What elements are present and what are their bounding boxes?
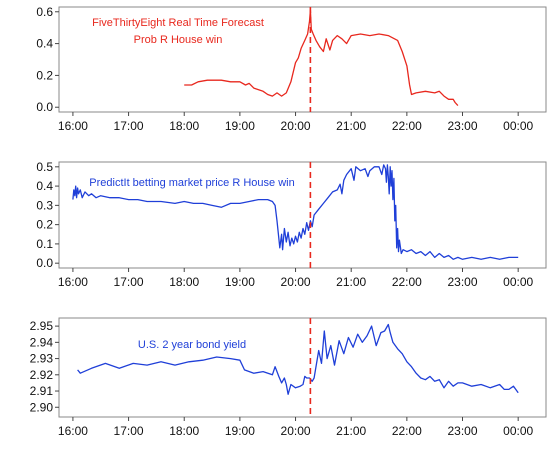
panel-1-x-tick-label-6: 22:00	[392, 119, 422, 133]
panel-3-x-tick-label-6: 22:00	[392, 424, 422, 438]
panel-2-y-tick-label-1: 0.1	[36, 237, 53, 251]
panel-3-x-tick-label-3: 19:00	[225, 424, 255, 438]
panel-1-x-tick-label-7: 23:00	[447, 119, 477, 133]
panel-1-series-line	[184, 9, 459, 107]
panel-1-annotation-1: Prob R House win	[134, 34, 223, 46]
panel-2-x-tick-label-3: 19:00	[225, 275, 255, 289]
panel-2-x-tick-label-1: 17:00	[114, 275, 144, 289]
panel-3-x-tick-label-2: 18:00	[169, 424, 199, 438]
panel-2-x-tick-label-4: 20:00	[281, 275, 311, 289]
panel-2-x-tick-label-5: 21:00	[336, 275, 366, 289]
panel-1-x-tick-label-0: 16:00	[58, 119, 88, 133]
panel-3-y-tick-label-4: 2.94	[30, 335, 54, 349]
panel-3-x-tick-label-1: 17:00	[114, 424, 144, 438]
panel-1-y-tick-label-1: 0.2	[36, 68, 53, 82]
panel-1-x-tick-label-4: 20:00	[281, 119, 311, 133]
panel-2-y-tick-label-0: 0.0	[36, 256, 53, 270]
panel-2-y-tick-label-5: 0.5	[36, 160, 53, 174]
panel-1-x-tick-label-3: 19:00	[225, 119, 255, 133]
panel-2-annotation-0: PredictIt betting market price R House w…	[89, 177, 294, 189]
panel-1-y-tick-label-3: 0.6	[36, 5, 53, 19]
panel-1-annotation-0: FiveThirtyEight Real Time Forecast	[92, 17, 264, 29]
panel-1-x-tick-label-8: 00:00	[503, 119, 533, 133]
panel-3-frame	[58, 317, 547, 418]
panel-1-x-tick-label-5: 21:00	[336, 119, 366, 133]
panel-2-x-tick-label-6: 22:00	[392, 275, 422, 289]
panel-1-x-tick-label-1: 17:00	[114, 119, 144, 133]
panel-3-y-tick-label-2: 2.92	[30, 368, 54, 382]
panel-3-y-tick-label-3: 2.93	[30, 352, 54, 366]
panel-3-x-tick-label-8: 00:00	[503, 424, 533, 438]
panel-1-y-tick-label-0: 0.0	[36, 100, 53, 114]
panel-2-x-tick-label-0: 16:00	[58, 275, 88, 289]
panel-2-y-tick-label-3: 0.3	[36, 198, 53, 212]
panel-3-x-tick-label-0: 16:00	[58, 424, 88, 438]
panel-1-y-tick-label-2: 0.4	[36, 37, 53, 51]
panel-3-y-tick-label-0: 2.90	[30, 400, 54, 414]
panel-2-y-tick-label-2: 0.2	[36, 218, 53, 232]
panel-3-y-tick-label-5: 2.95	[30, 319, 54, 333]
panel-3-annotation-0: U.S. 2 year bond yield	[138, 339, 246, 351]
panel-2-frame	[58, 161, 547, 269]
panel-3-y-tick-label-1: 2.91	[30, 384, 54, 398]
panel-3-x-tick-label-7: 23:00	[447, 424, 477, 438]
panel-2-x-tick-label-8: 00:00	[503, 275, 533, 289]
panel-1-x-tick-label-2: 18:00	[169, 119, 199, 133]
panel-2-y-tick-label-4: 0.4	[36, 179, 53, 193]
panel-3-series-line	[77, 323, 519, 395]
panel-2-series-line	[72, 164, 519, 260]
panel-3-x-tick-label-5: 21:00	[336, 424, 366, 438]
panel-2-x-tick-label-7: 23:00	[447, 275, 477, 289]
panel-3-x-tick-label-4: 20:00	[281, 424, 311, 438]
panel-1-frame	[58, 6, 547, 113]
panel-2-x-tick-label-2: 18:00	[169, 275, 199, 289]
